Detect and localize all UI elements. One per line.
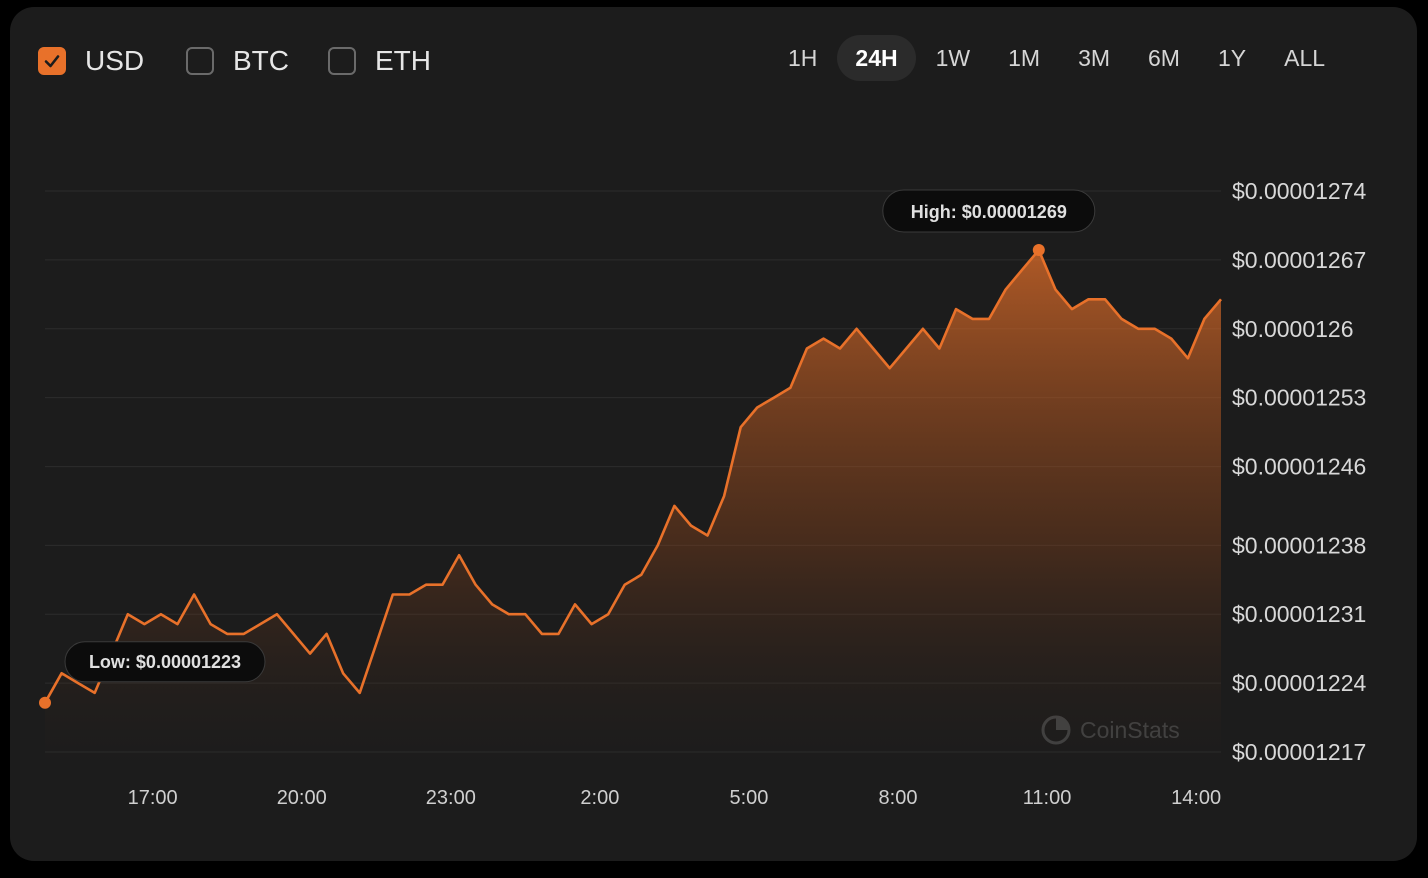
x-tick-label: 17:00 xyxy=(128,787,178,809)
x-tick-label: 23:00 xyxy=(426,787,476,809)
currency-label-btc: BTC xyxy=(233,45,289,76)
coinstats-watermark: CoinStats xyxy=(1041,715,1180,745)
eth-checkbox[interactable] xyxy=(328,47,356,75)
range-button-1y[interactable]: 1Y xyxy=(1217,44,1247,71)
x-tick-label: 20:00 xyxy=(277,787,327,809)
y-tick-label: $0.0000126 xyxy=(1232,316,1354,342)
y-tick-label: $0.00001274 xyxy=(1232,178,1367,204)
markers-layer: High: $0.00001269 Low: $0.00001223 xyxy=(39,189,1096,709)
range-button-6m[interactable]: 6M xyxy=(1148,44,1180,71)
y-tick-label: $0.00001246 xyxy=(1232,454,1366,480)
y-axis-ticks: $0.00001274 $0.00001267 $0.0000126 $0.00001… xyxy=(1232,178,1367,765)
high-point-marker xyxy=(1032,244,1045,257)
coinstats-logo-slice xyxy=(1056,717,1069,730)
x-tick-label: 14:00 xyxy=(1171,787,1221,809)
x-tick-label: 2:00 xyxy=(580,787,619,809)
range-button-1w[interactable]: 1W xyxy=(935,44,971,71)
x-tick-label: 5:00 xyxy=(729,787,768,809)
low-point-marker xyxy=(39,696,51,709)
chart-card: USD BTC ETH 1H 24H 1W 1M 3M 6M 1Y ALL xyxy=(10,7,1417,861)
price-area-fill xyxy=(45,250,1221,776)
currency-toggle-usd[interactable]: USD xyxy=(38,43,144,79)
range-button-1h[interactable]: 1H xyxy=(788,44,818,71)
x-tick-label: 11:00 xyxy=(1023,787,1072,809)
price-chart: CoinStats $0.00001274$0.00001267$0.00001… xyxy=(39,178,1367,809)
btc-checkbox[interactable] xyxy=(186,47,214,75)
time-range-selector: 1H 24H 1W 1M 3M 6M 1Y ALL xyxy=(770,35,1345,81)
price-area xyxy=(45,250,1221,776)
currency-toggle-btc[interactable]: BTC xyxy=(186,43,289,79)
checkmark-icon xyxy=(44,55,60,68)
high-label-badge xyxy=(882,189,1096,233)
y-tick-label: $0.00001224 xyxy=(1232,670,1367,696)
watermark-text: CoinStats xyxy=(1080,717,1180,743)
coinstats-logo-icon xyxy=(1041,715,1071,745)
high-label-text: High: $0.00001269 xyxy=(911,202,1067,222)
x-axis-ticks: 17:00 20:00 23:00 2:00 5:00 8:00 11:00 14:00 xyxy=(128,787,1222,809)
price-line xyxy=(43,248,1222,704)
low-label-badge xyxy=(64,641,266,683)
usd-checkbox[interactable] xyxy=(38,47,66,75)
x-tick-label: 8:00 xyxy=(879,787,918,809)
y-tick-label: $0.00001217 xyxy=(1232,739,1366,765)
y-tick-label: $0.00001231 xyxy=(1232,601,1366,627)
currency-toggle-eth[interactable]: ETH xyxy=(328,43,431,79)
currency-label-usd: USD xyxy=(85,45,145,76)
low-label-text: Low: $0.00001223 xyxy=(89,652,241,672)
currency-label-eth: ETH xyxy=(375,45,431,76)
range-button-3m[interactable]: 3M xyxy=(1078,44,1111,71)
price-line-layer xyxy=(43,248,1222,704)
y-tick-label: $0.00001253 xyxy=(1232,385,1366,411)
y-tick-label: $0.00001267 xyxy=(1232,247,1366,273)
range-button-all[interactable]: ALL xyxy=(1284,44,1326,71)
y-tick-label: $0.00001238 xyxy=(1232,532,1366,558)
range-button-24h[interactable]: 24H xyxy=(837,35,916,81)
range-button-1m[interactable]: 1M xyxy=(1008,44,1041,71)
